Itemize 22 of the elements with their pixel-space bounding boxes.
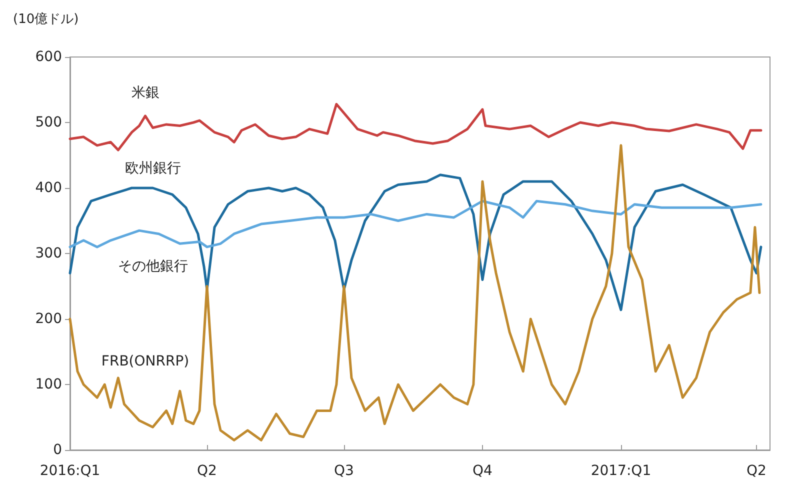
x-tick-label: Q3 bbox=[334, 463, 354, 479]
series-label: 欧州銀行 bbox=[124, 160, 181, 176]
y-tick-label: 300 bbox=[35, 246, 62, 262]
series-label: 米銀 bbox=[131, 85, 160, 102]
y-axis-title: (10億ドル) bbox=[13, 12, 79, 27]
x-tick-label: 2016:Q1 bbox=[40, 463, 100, 479]
series-label: その他銀行 bbox=[118, 258, 188, 275]
y-tick-label: 200 bbox=[35, 311, 62, 327]
line-series bbox=[68, 144, 761, 442]
y-tick-label: 100 bbox=[35, 376, 62, 392]
x-tick-label: Q2 bbox=[197, 463, 217, 479]
x-tick-label: Q4 bbox=[472, 463, 493, 479]
line-series bbox=[68, 102, 762, 152]
y-tick-label: 400 bbox=[35, 180, 62, 196]
y-tick-label: 0 bbox=[53, 442, 62, 458]
x-tick-label: 2017:Q1 bbox=[590, 463, 652, 479]
x-tick-label: Q2 bbox=[746, 463, 766, 479]
line-series bbox=[68, 174, 762, 312]
series-label: FRB(ONRRP) bbox=[101, 354, 190, 370]
y-tick-label: 500 bbox=[35, 114, 62, 130]
line-series bbox=[68, 200, 762, 248]
y-tick-label: 600 bbox=[35, 49, 62, 65]
